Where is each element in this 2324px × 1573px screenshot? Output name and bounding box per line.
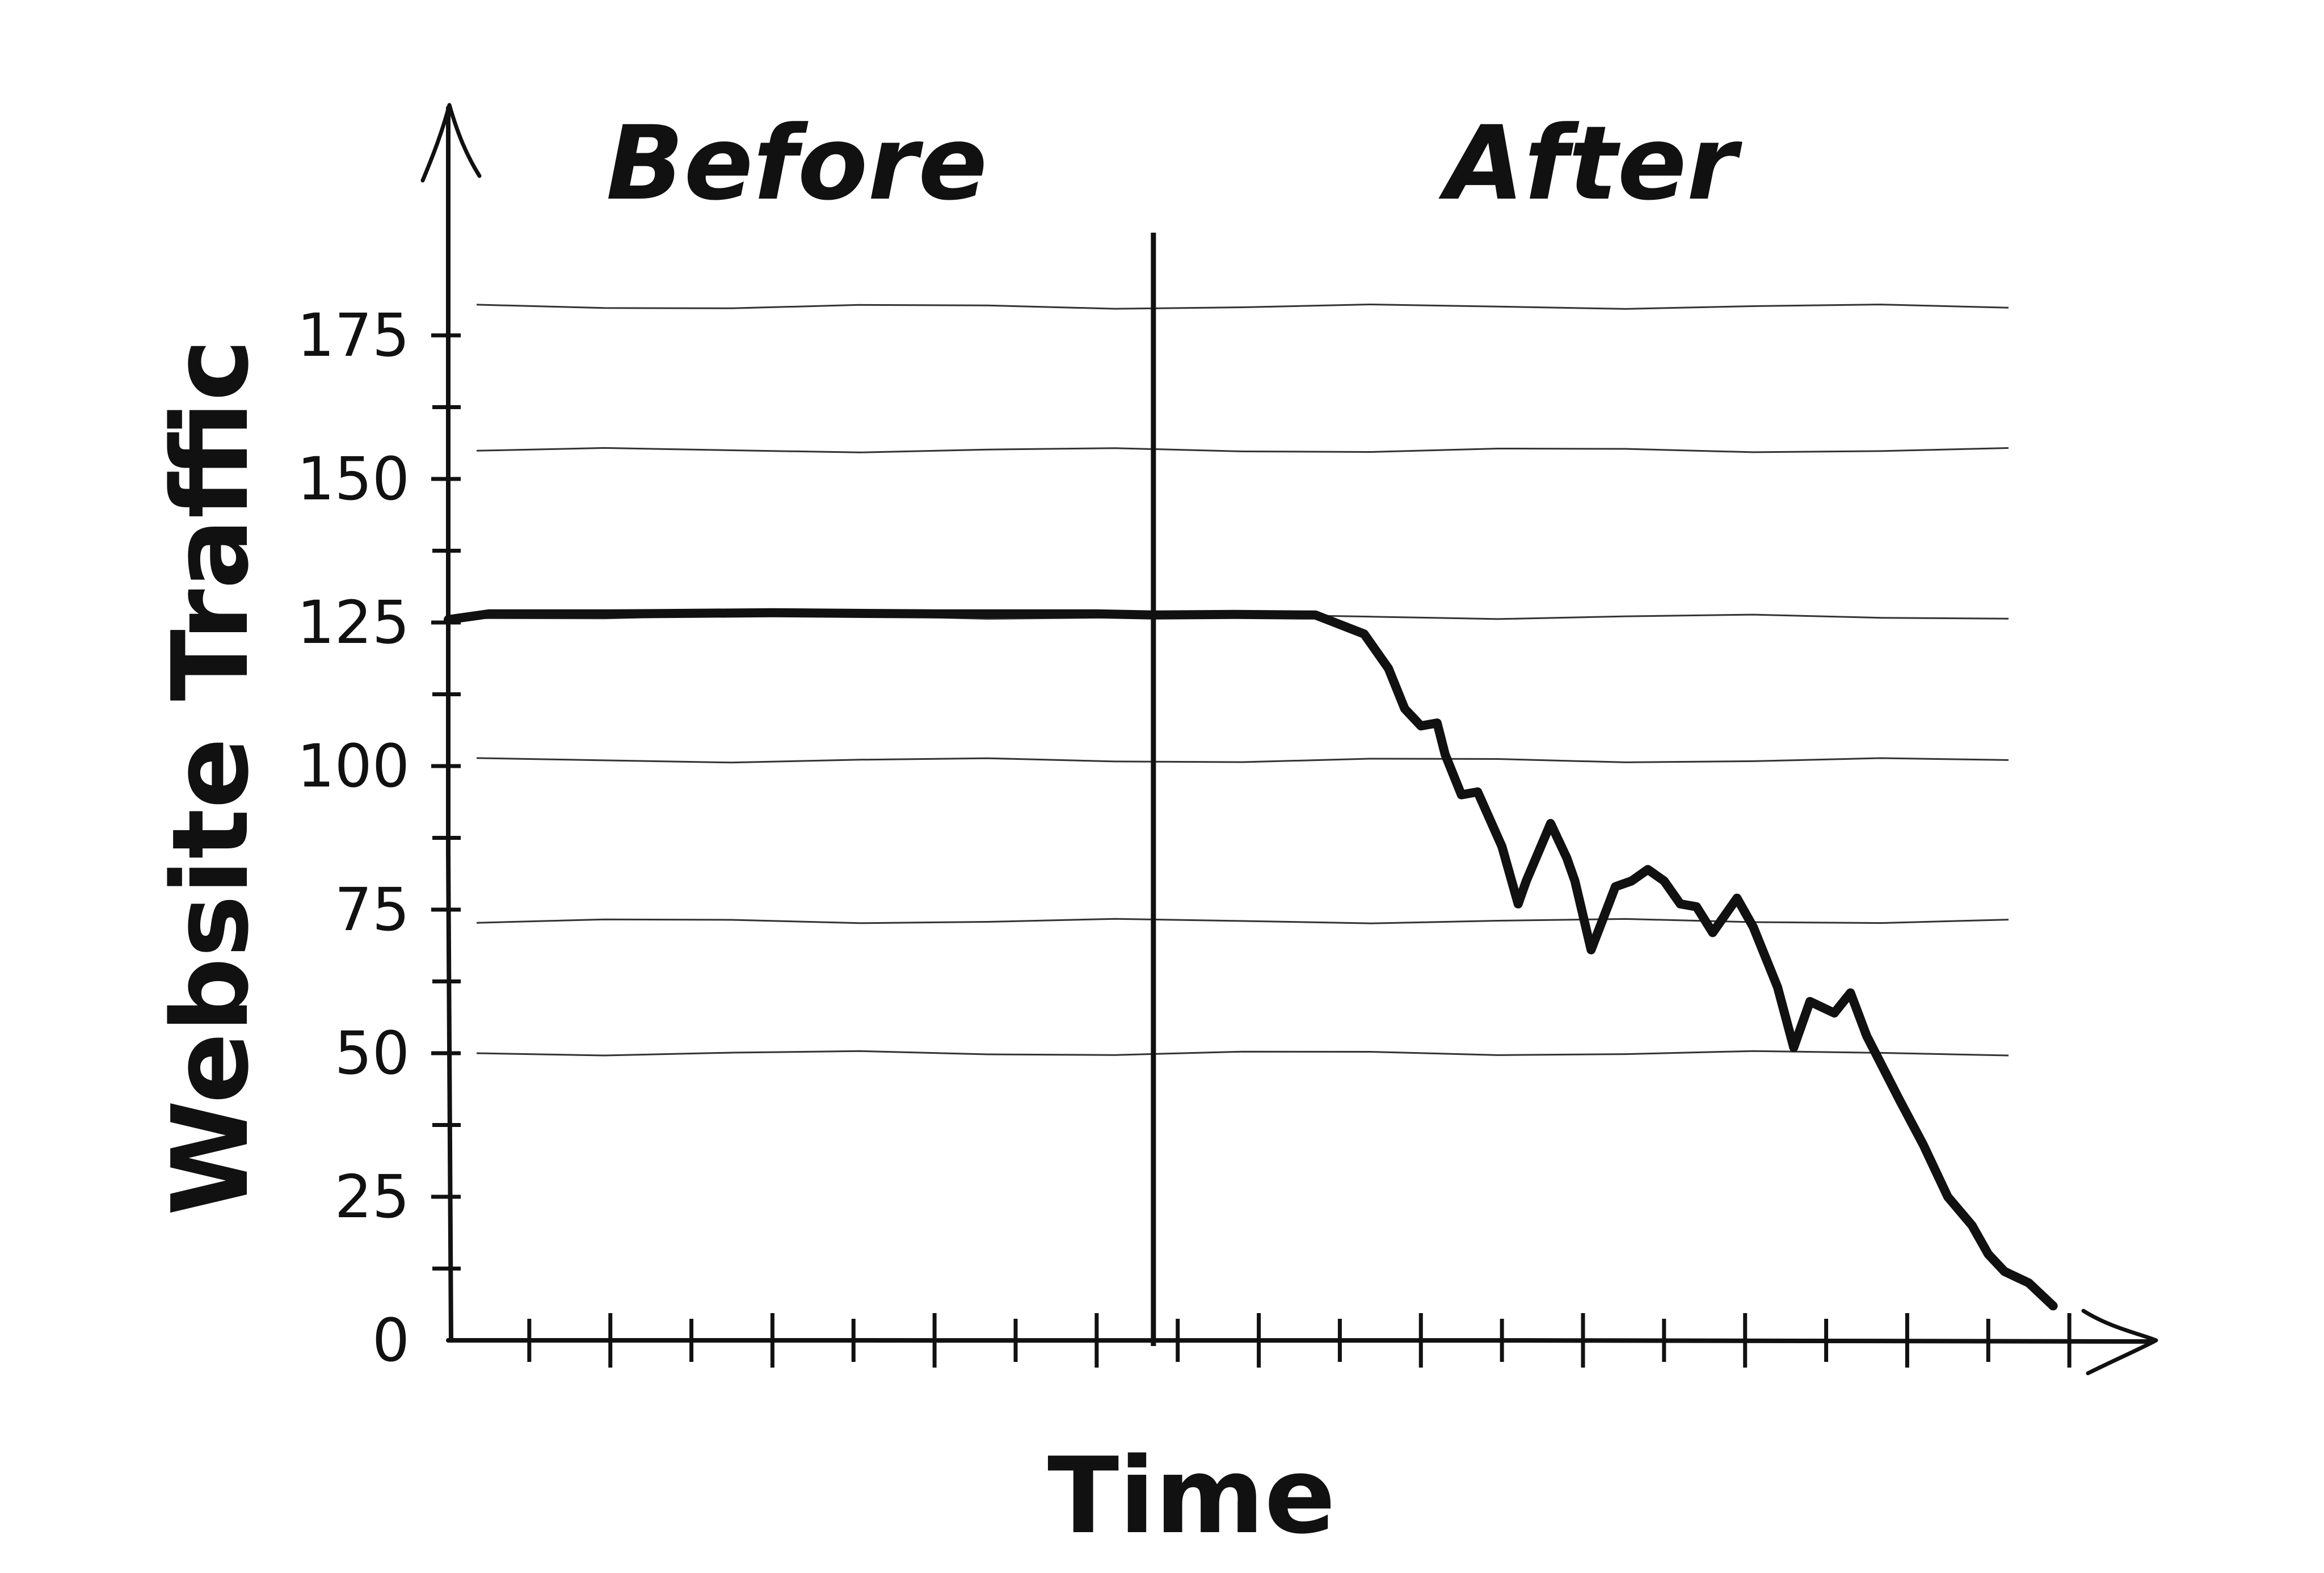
y-tick-label: 100 [297, 731, 410, 801]
series-point [488, 613, 490, 615]
series-point [1420, 725, 1422, 727]
series-point [1679, 903, 1681, 905]
series-point [1460, 794, 1462, 796]
series-point [1590, 949, 1592, 950]
series-point [609, 613, 611, 615]
series-point [1615, 886, 1616, 888]
x-axis-title: Time [1047, 1435, 1336, 1557]
y-tick-label: 175 [297, 301, 410, 370]
series-point [1404, 708, 1405, 709]
x-axis-arrowhead [2081, 1309, 2158, 1376]
y-tick-label: 150 [297, 444, 410, 514]
series-point [1363, 633, 1365, 635]
series-point [1152, 614, 1154, 616]
y-tick-label: 25 [335, 1162, 410, 1231]
axes [420, 103, 2158, 1376]
series-point [1501, 846, 1503, 847]
y-axis-line [446, 106, 453, 1343]
series-point [1712, 932, 1713, 933]
series-point [1736, 897, 1738, 899]
series-point [1315, 614, 1316, 616]
series-point [1833, 1012, 1835, 1014]
series-point [1988, 1254, 1989, 1255]
series-point [448, 619, 449, 620]
y-axis-arrowhead [420, 103, 482, 183]
series-point [772, 612, 773, 613]
series-point [1631, 880, 1632, 882]
series-point [934, 613, 936, 615]
series-line [444, 608, 2058, 1311]
grid-line [476, 1050, 2009, 1057]
y-tick-label: 125 [297, 588, 410, 657]
region-label: Before [606, 104, 987, 223]
y-tick-label: 50 [335, 1019, 410, 1088]
series-point [1550, 823, 1551, 825]
series-point [1971, 1225, 1973, 1226]
series-point [1388, 668, 1390, 669]
region-labels: Before After [606, 104, 1743, 223]
series-point [1526, 880, 1527, 882]
series-point [2003, 1271, 2005, 1272]
series-point [1517, 903, 1519, 905]
x-axis-line [446, 1338, 2153, 1344]
y-ticks: 0 25 50 75 100 125 150 175 [297, 301, 461, 1375]
y-tick-label: 75 [335, 875, 410, 944]
series-point [2052, 1305, 2054, 1307]
y-tick-label: 0 [372, 1306, 410, 1375]
series-point [2028, 1282, 2030, 1284]
grid-line [476, 918, 2009, 924]
series-point [1233, 613, 1235, 615]
series-lines [444, 608, 2058, 1311]
grid-line [476, 303, 2009, 310]
series-point [1477, 791, 1479, 793]
series-point [1566, 857, 1568, 859]
series-point [1776, 986, 1778, 988]
series-point [1096, 613, 1097, 615]
series-point [1793, 1046, 1795, 1048]
series-point [1445, 754, 1446, 755]
series-point [1809, 1000, 1811, 1002]
series-point [1898, 1099, 1900, 1100]
series-point [1436, 722, 1438, 724]
series-point [1647, 869, 1649, 870]
series-point [1866, 1035, 1867, 1037]
x-ticks [527, 1313, 2072, 1368]
grid-lines [476, 303, 2009, 1057]
series-point [1663, 880, 1665, 882]
grid-line [476, 447, 2009, 453]
region-label: After [1438, 104, 1743, 223]
series-point [1850, 992, 1851, 994]
series-point [1923, 1144, 1924, 1146]
series-point [1753, 926, 1754, 928]
series-point [1574, 880, 1576, 882]
series-point [1882, 1067, 1884, 1069]
series-point [1947, 1196, 1948, 1197]
grid-line [476, 757, 2009, 764]
y-axis-title: Website Traffic [149, 339, 272, 1216]
series-point [1696, 906, 1697, 907]
